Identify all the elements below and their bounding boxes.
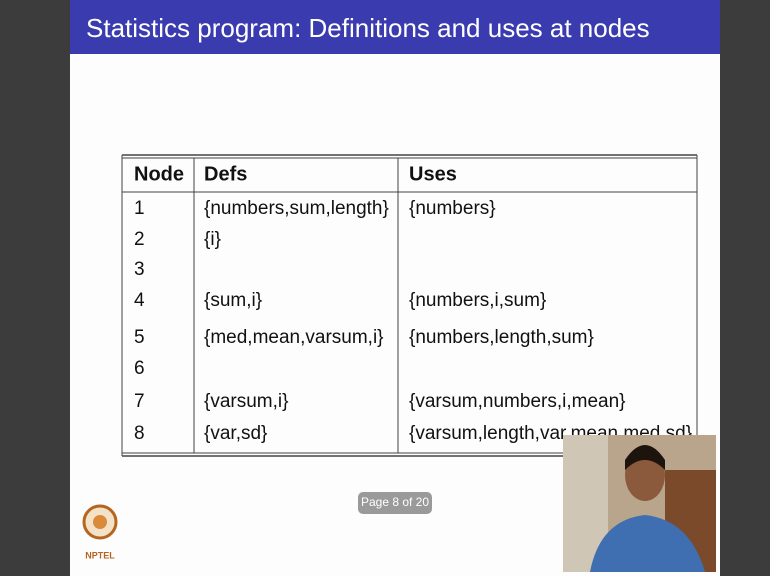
table-cell: {sum,i} bbox=[204, 290, 262, 311]
table-cell: 1 bbox=[134, 198, 145, 219]
table-cell: {varsum,numbers,i,mean} bbox=[409, 391, 626, 412]
table-cell: {numbers} bbox=[409, 198, 496, 219]
left-margin bbox=[0, 0, 70, 576]
table-cell: 7 bbox=[134, 391, 145, 412]
table-cell: {med,mean,varsum,i} bbox=[204, 327, 384, 348]
logo-label: NPTEL bbox=[85, 550, 115, 560]
column-header: Defs bbox=[204, 163, 247, 185]
logo-emblem bbox=[93, 515, 107, 529]
table-cell: 5 bbox=[134, 327, 145, 348]
slide-title: Statistics program: Definitions and uses… bbox=[86, 13, 650, 43]
table-cell: 6 bbox=[134, 358, 145, 379]
page-indicator-text: Page 8 of 20 bbox=[361, 495, 429, 509]
right-margin bbox=[720, 0, 770, 576]
table-cell: {var,sd} bbox=[204, 423, 267, 444]
table-cell: 3 bbox=[134, 259, 145, 280]
table-cell: 4 bbox=[134, 290, 145, 311]
table-cell: 2 bbox=[134, 229, 145, 250]
table-cell: 8 bbox=[134, 423, 145, 444]
title-bar bbox=[70, 0, 720, 54]
table-cell: {numbers,length,sum} bbox=[409, 327, 594, 348]
table-cell: {numbers,sum,length} bbox=[204, 198, 389, 219]
table-cell: {varsum,i} bbox=[204, 391, 288, 412]
video-hair bbox=[625, 445, 665, 470]
table-cell: {numbers,i,sum} bbox=[409, 290, 546, 311]
page-indicator bbox=[358, 492, 432, 514]
logo: NPTEL bbox=[82, 504, 118, 560]
column-header: Uses bbox=[409, 163, 457, 185]
column-header: Node bbox=[134, 163, 184, 185]
video-overlay bbox=[563, 435, 716, 572]
video-shirt bbox=[590, 515, 705, 572]
table-cell: {i} bbox=[204, 229, 221, 250]
